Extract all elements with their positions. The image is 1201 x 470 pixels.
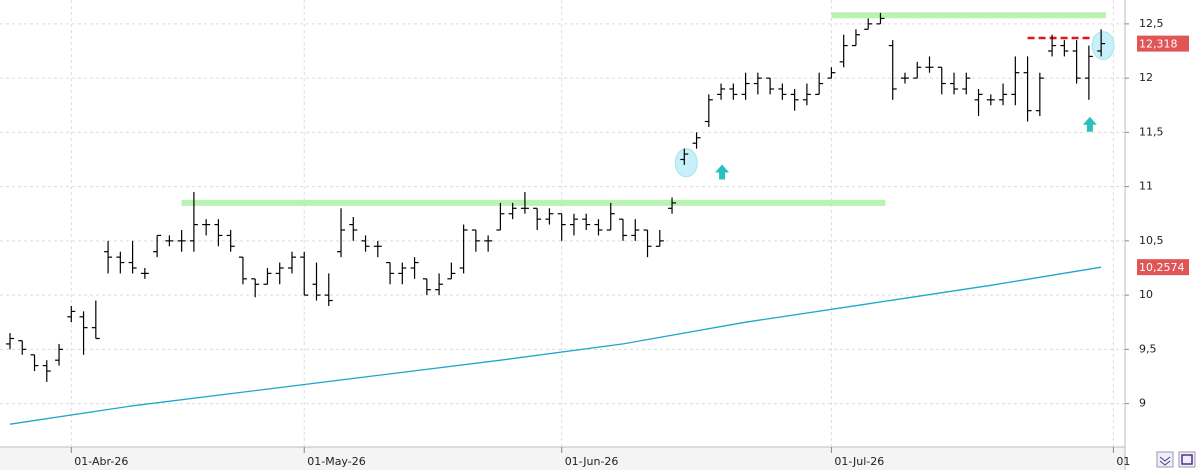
price-tag-label: 10,2574 — [1139, 261, 1185, 274]
arrow — [1082, 116, 1097, 132]
y-tick-label: 12,5 — [1139, 17, 1164, 30]
zoom-icon — [1159, 456, 1171, 466]
y-tick-label: 9,5 — [1139, 342, 1157, 355]
highlight-circle — [1091, 31, 1115, 61]
arrow — [715, 164, 730, 180]
y-tick-label: 10 — [1139, 288, 1153, 301]
x-tick-label: 01-Abr-26 — [74, 455, 128, 468]
moving-average-line — [9, 266, 1102, 425]
highlight-circle — [674, 148, 698, 178]
x-tick-label: 01-Jun-26 — [565, 455, 619, 468]
y-tick-label: 11 — [1139, 180, 1153, 193]
save-icon — [1181, 454, 1193, 465]
price-tag-label: 12,318 — [1139, 38, 1178, 51]
price-tag — [1137, 35, 1189, 52]
x-axis-band — [0, 447, 1125, 470]
x-tick-label: 01-Jul-26 — [834, 455, 884, 468]
price-tag — [1137, 259, 1189, 276]
x-tick-label: 01 — [1116, 455, 1130, 468]
y-tick-label: 11,5 — [1139, 125, 1164, 138]
toolbar — [1156, 451, 1196, 468]
y-tick-label: 12 — [1139, 71, 1153, 84]
y-tick-label: 9 — [1139, 397, 1146, 410]
x-tick-label: 01-May-26 — [307, 455, 365, 468]
zoom-button[interactable] — [1156, 451, 1174, 468]
y-tick-label: 10,5 — [1139, 234, 1164, 247]
